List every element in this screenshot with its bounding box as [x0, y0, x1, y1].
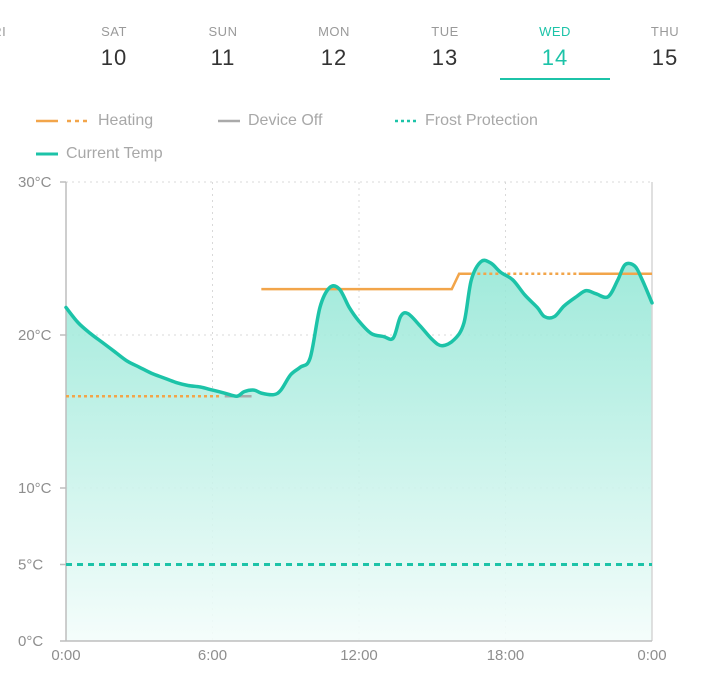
day-number: 13 — [431, 45, 459, 70]
x-tick-label: 0:00 — [637, 647, 666, 664]
selected-day-underline — [500, 78, 610, 80]
legend-heating-label: Heating — [98, 112, 154, 129]
x-tick-label: 18:00 — [487, 647, 525, 664]
day-mon[interactable]: MON 12 — [289, 24, 379, 71]
day-name: WED — [539, 24, 571, 39]
day-name: FRI — [0, 24, 7, 39]
x-tick-label: 12:00 — [340, 647, 378, 664]
day-selector: FRI 9 SAT 10 SUN 11 MON 12 TUE 13 WED 14… — [0, 0, 720, 90]
day-name: SUN — [208, 24, 238, 39]
day-number: 12 — [320, 45, 348, 70]
y-tick-label: 0°C — [18, 633, 43, 650]
day-name: TUE — [431, 24, 459, 39]
legend-frost-protection-label: Frost Protection — [425, 112, 538, 129]
day-name: SAT — [101, 24, 127, 39]
day-sat[interactable]: SAT 10 — [69, 24, 159, 71]
day-number: 9 — [0, 45, 40, 71]
day-tue[interactable]: TUE 13 — [400, 24, 490, 71]
legend-heating: Heating — [36, 112, 153, 130]
day-fri[interactable]: FRI 9 — [0, 24, 40, 71]
y-tick-label: 10°C — [18, 480, 52, 497]
y-tick-label: 30°C — [18, 174, 52, 191]
current-temp-area — [66, 260, 652, 641]
day-number: 14 — [541, 45, 569, 70]
current-temp-swatch — [36, 152, 58, 156]
current-temp-line — [64, 258, 654, 398]
device-off-swatch — [218, 119, 240, 123]
legend-frost-protection: Frost Protection — [395, 112, 538, 130]
legend-device-off: Device Off — [218, 112, 322, 130]
frost-protection-swatch — [395, 119, 417, 123]
day-number: 11 — [210, 45, 236, 70]
temperature-chart: 0°C 5°C 10°C 20°C 30°C 0:00 6:00 12:00 18:00 0:00 — [18, 174, 667, 664]
heating-swatch — [36, 119, 90, 123]
day-name: THU — [650, 24, 680, 39]
legend-current-temp: Current Temp — [36, 145, 163, 163]
legend-device-off-label: Device Off — [248, 112, 323, 129]
day-number: 10 — [100, 45, 128, 70]
day-thu[interactable]: THU 15 — [620, 24, 710, 71]
day-sun[interactable]: SUN 11 — [178, 24, 268, 71]
x-tick-label: 6:00 — [198, 647, 227, 664]
x-tick-label: 0:00 — [51, 647, 80, 664]
y-tick-label: 5°C — [18, 557, 43, 574]
legend-current-temp-label: Current Temp — [66, 145, 163, 162]
y-tick-label: 20°C — [18, 327, 52, 344]
day-name: MON — [318, 24, 350, 39]
heating-setpoint-line — [261, 272, 472, 291]
day-wed[interactable]: WED 14 — [510, 24, 600, 71]
day-number: 15 — [651, 45, 679, 70]
